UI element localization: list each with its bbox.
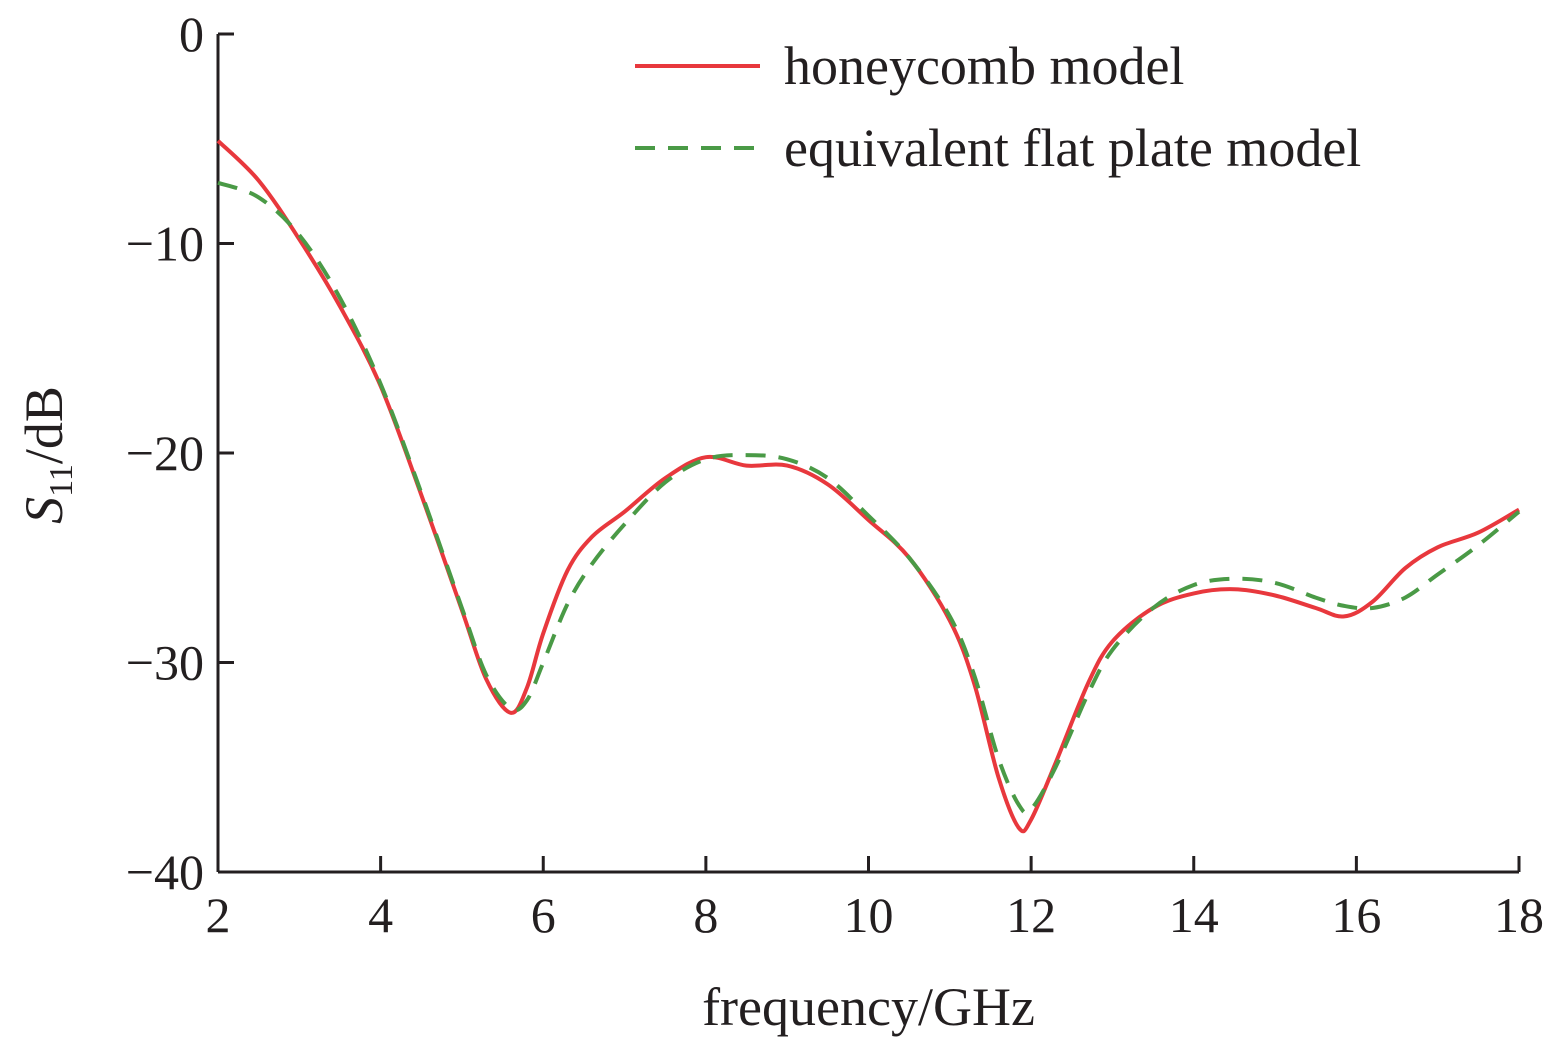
x-tick-label: 12: [1006, 887, 1056, 943]
y-tick-label: −40: [126, 844, 204, 900]
y-axis-title-unit: /dB: [14, 386, 74, 464]
y-tick-label: −30: [126, 635, 204, 691]
legend-label: honeycomb model: [784, 36, 1184, 96]
x-tick-label: 4: [368, 887, 393, 943]
legend-label: equivalent flat plate model: [784, 118, 1361, 178]
series-lines: [216, 139, 1521, 834]
y-axis-title-subscript: 11: [43, 464, 80, 497]
x-tick-label: 14: [1169, 887, 1219, 943]
x-tick-label: 6: [531, 887, 556, 943]
y-axis-title: S11/dB: [14, 386, 80, 524]
x-tick-label: 2: [206, 887, 231, 943]
y-tick-label: −10: [126, 216, 204, 272]
x-axis-title: frequency/GHz: [702, 977, 1035, 1037]
x-tick-label: 16: [1331, 887, 1381, 943]
axis-labels: frequency/GHz S11/dB: [14, 386, 1035, 1037]
legend: honeycomb model equivalent flat plate mod…: [635, 36, 1361, 178]
y-tick-label: 0: [179, 6, 204, 62]
series-line-equivalent-flat-plate-model: [217, 180, 1521, 815]
x-tick-label: 10: [844, 887, 894, 943]
x-tick-label: 8: [693, 887, 718, 943]
series-line-honeycomb-model: [216, 139, 1520, 834]
axes: 2 4 6 8 10 12 14 16 18 0 −10 −20 −30 −40: [126, 6, 1544, 943]
y-tick-label: −20: [126, 425, 204, 481]
x-tick-label: 18: [1494, 887, 1544, 943]
y-axis-title-symbol: S: [14, 497, 74, 524]
